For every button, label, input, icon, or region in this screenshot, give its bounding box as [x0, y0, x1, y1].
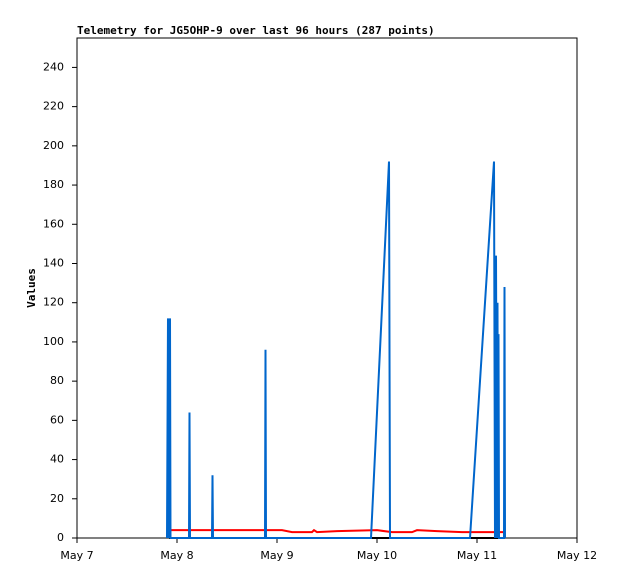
- y-tick-label: 160: [43, 217, 64, 230]
- plot-frame: [76, 37, 578, 539]
- y-tick-label: 40: [50, 453, 64, 466]
- y-tick-label: 200: [43, 139, 64, 152]
- y-tick-label: 140: [43, 256, 64, 269]
- y-tick-label: 100: [43, 335, 64, 348]
- series-line: [169, 528, 505, 534]
- x-tick-label: May 9: [260, 549, 293, 562]
- y-tick-label: 60: [50, 413, 64, 426]
- x-tick-label: May 12: [557, 549, 597, 562]
- x-tick-label: May 11: [457, 549, 497, 562]
- x-tick-label: May 7: [60, 549, 93, 562]
- y-tick-label: 20: [50, 492, 64, 505]
- y-tick-label: 0: [57, 531, 64, 544]
- series-line: [166, 161, 506, 539]
- y-tick-label: 80: [50, 374, 64, 387]
- y-tick-label: 220: [43, 100, 64, 113]
- y-tick-label: 180: [43, 178, 64, 191]
- y-tick-label: 240: [43, 60, 64, 73]
- chart-title: Telemetry for JG5OHP-9 over last 96 hour…: [77, 24, 435, 37]
- y-tick-label: 120: [43, 296, 64, 309]
- x-tick-label: May 10: [357, 549, 397, 562]
- y-axis-label: Values: [25, 268, 38, 308]
- x-tick-label: May 8: [160, 549, 193, 562]
